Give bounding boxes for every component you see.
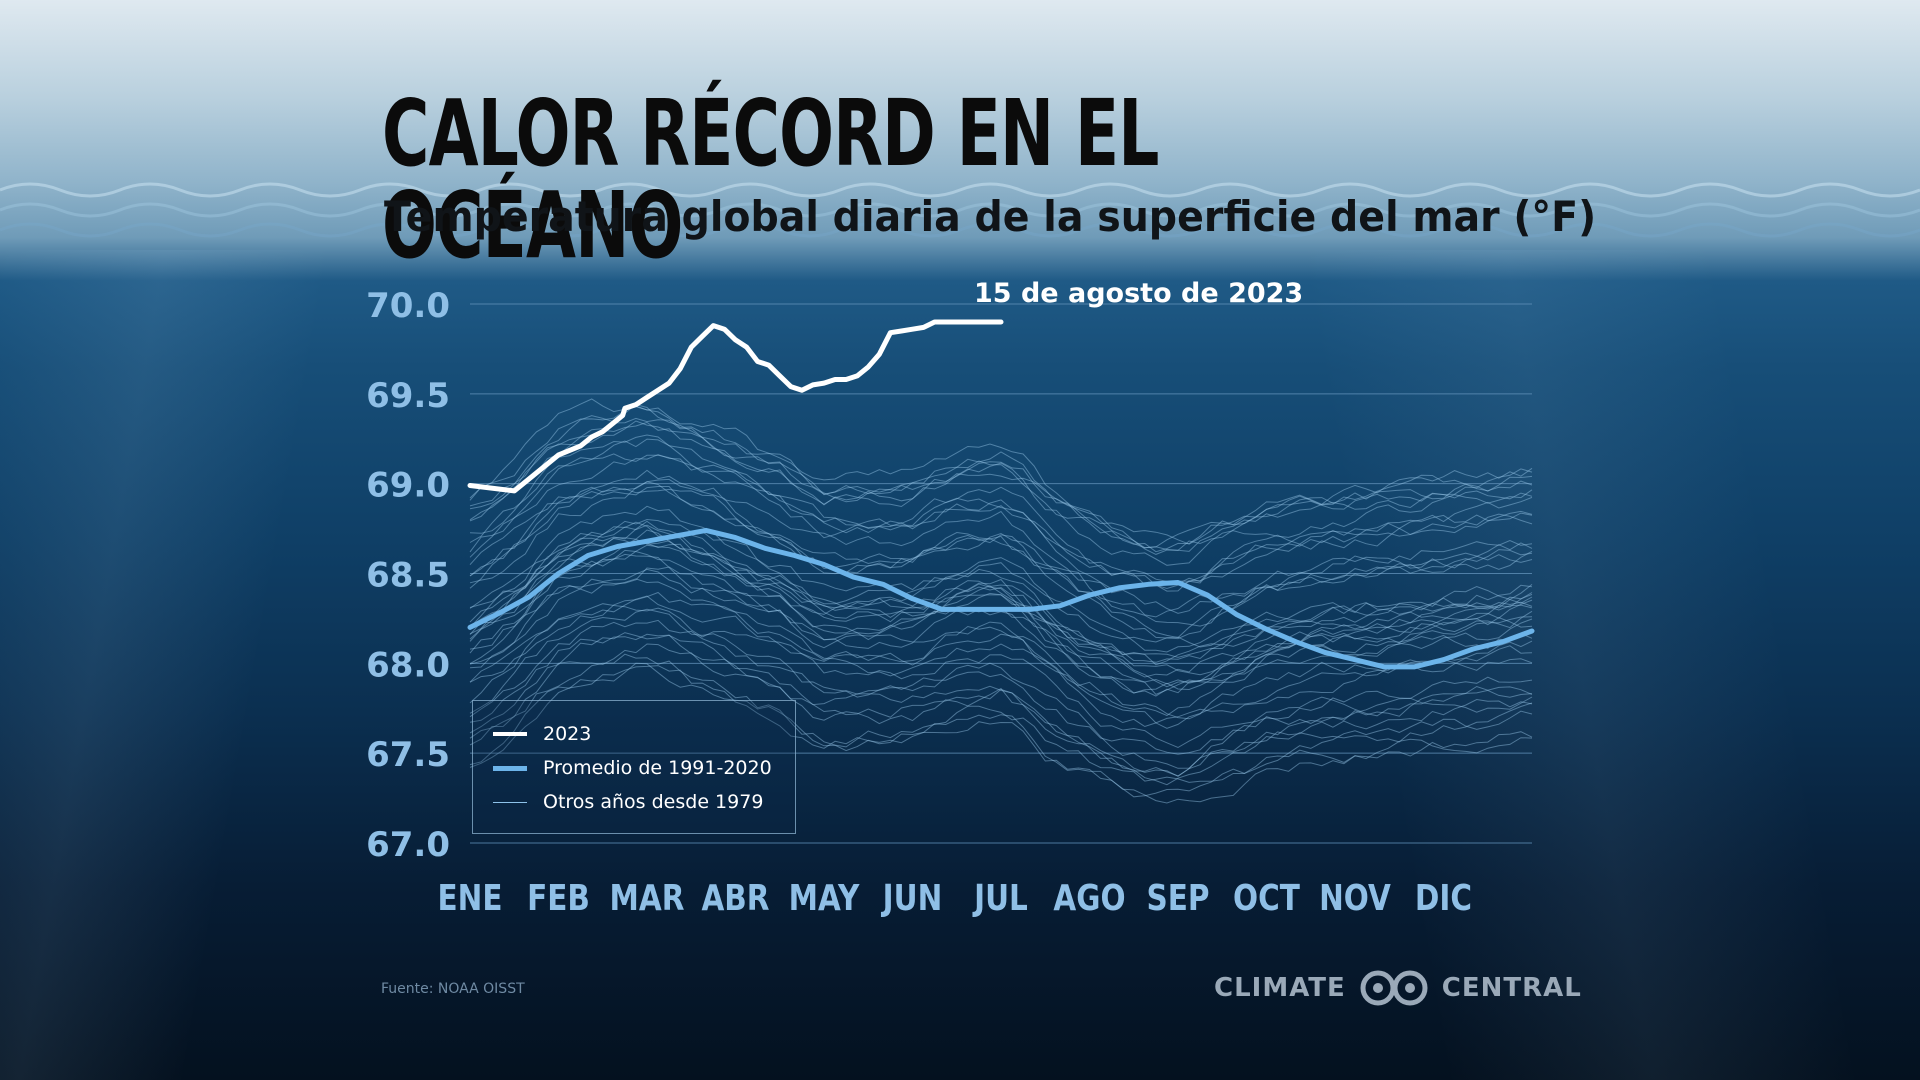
x-tick-label-abr: ABR xyxy=(701,876,769,919)
legend-label-2023: 2023 xyxy=(543,723,592,745)
x-tick-label-mar: MAR xyxy=(610,876,685,919)
other-year-line xyxy=(469,405,1533,549)
x-tick-label-jul: JUL xyxy=(972,876,1028,919)
other-year-line xyxy=(469,632,1533,777)
legend-swatch-average xyxy=(493,765,527,771)
other-year-line xyxy=(469,568,1533,717)
x-tick-label-jun: JUN xyxy=(881,876,942,919)
y-tick-label-69-5: 69.5 xyxy=(366,376,450,416)
linked-circles-icon xyxy=(1360,970,1428,1006)
other-year-line xyxy=(469,505,1533,653)
other-year-line xyxy=(469,518,1533,666)
x-tick-label-ene: ENE xyxy=(437,876,502,919)
ocean-surface-waves xyxy=(0,182,1920,238)
legend-label-average: Promedio de 1991-2020 xyxy=(543,757,772,779)
other-year-line xyxy=(469,544,1533,685)
other-year-line xyxy=(469,595,1533,729)
other-year-line xyxy=(469,398,1533,553)
other-year-line xyxy=(469,481,1533,618)
y-tick-label-67-5: 67.5 xyxy=(366,735,450,775)
y-tick-label-70-0: 70.0 xyxy=(366,286,450,326)
brand-left-text: CLIMATE xyxy=(1214,973,1346,1003)
other-year-line xyxy=(469,454,1533,586)
other-year-line xyxy=(469,486,1533,640)
y-tick-label-67-0: 67.0 xyxy=(366,825,450,865)
chart-legend: 2023 Promedio de 1991-2020 Otros años de… xyxy=(472,700,796,834)
other-year-line xyxy=(469,520,1533,663)
x-tick-label-oct: OCT xyxy=(1233,876,1300,919)
series-line-average xyxy=(467,527,1535,670)
legend-item-average: Promedio de 1991-2020 xyxy=(493,756,772,780)
other-year-line xyxy=(469,417,1533,555)
other-year-line xyxy=(469,453,1533,592)
other-year-line xyxy=(469,578,1533,720)
source-note: Fuente: NOAA OISST xyxy=(381,981,525,997)
other-year-line xyxy=(469,421,1533,552)
other-year-line xyxy=(469,521,1533,658)
other-year-line xyxy=(469,619,1533,769)
other-year-line xyxy=(469,538,1533,688)
other-year-line xyxy=(469,643,1533,786)
other-year-line xyxy=(469,633,1533,777)
x-tick-label-sep: SEP xyxy=(1146,876,1209,919)
other-year-line xyxy=(469,403,1533,545)
chart-title: CALOR RÉCORD EN EL OCÉANO xyxy=(382,80,1159,279)
x-tick-label-ago: AGO xyxy=(1053,876,1125,919)
other-year-line xyxy=(469,434,1533,590)
other-year-line xyxy=(469,608,1533,755)
light-rays xyxy=(0,250,1920,1080)
x-tick-label-nov: NOV xyxy=(1319,876,1391,919)
x-tick-label-may: MAY xyxy=(789,876,861,919)
legend-swatch-other-years xyxy=(493,801,527,803)
x-tick-label-feb: FEB xyxy=(527,876,590,919)
other-year-line xyxy=(469,653,1533,783)
record-date-annotation: 15 de agosto de 2023 xyxy=(974,278,1304,309)
brand-right-text: CENTRAL xyxy=(1441,973,1582,1003)
legend-label-other-years: Otros años desde 1979 xyxy=(543,791,764,813)
other-year-line xyxy=(469,549,1533,697)
other-year-line xyxy=(469,591,1533,728)
climate-central-logo: CLIMATE CENTRAL xyxy=(1214,970,1582,1006)
other-year-line xyxy=(469,524,1533,648)
other-year-line xyxy=(469,529,1533,678)
other-year-line xyxy=(469,665,1533,804)
other-year-line xyxy=(469,478,1533,627)
other-year-line xyxy=(469,469,1533,614)
other-year-line xyxy=(469,420,1533,566)
other-year-line xyxy=(469,662,1533,798)
other-year-line xyxy=(469,603,1533,749)
other-year-line xyxy=(469,488,1533,639)
other-year-line xyxy=(469,438,1533,585)
legend-item-2023: 2023 xyxy=(493,722,591,746)
legend-item-other-years: Otros años desde 1979 xyxy=(493,790,763,814)
y-tick-label-68-0: 68.0 xyxy=(366,645,450,685)
legend-swatch-2023 xyxy=(493,732,527,736)
x-tick-label-dic: DIC xyxy=(1415,876,1472,919)
y-tick-label-68-5: 68.5 xyxy=(366,556,450,596)
chart-subtitle: Temperatura global diaria de la superfic… xyxy=(384,192,1597,241)
y-tick-label-69-0: 69.0 xyxy=(366,466,450,506)
series-line-2023 xyxy=(467,319,1004,494)
